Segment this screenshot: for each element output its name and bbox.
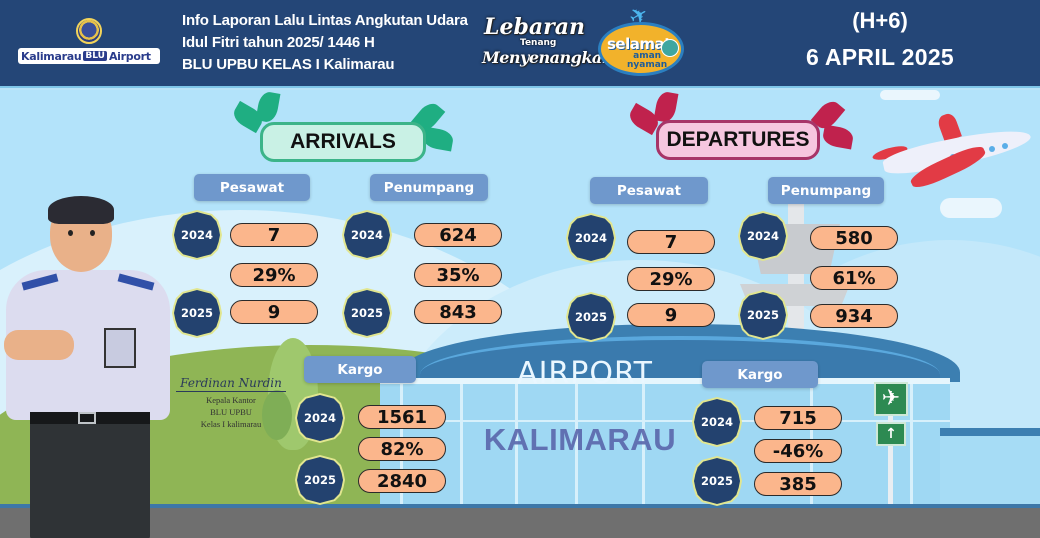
plane-window xyxy=(1002,143,1008,149)
arrivals-kargo-2024-value: 1561 xyxy=(358,405,446,429)
menyenangkan-word: Menyenangkan xyxy=(482,48,613,67)
departures-kargo-year-2024: 2024 xyxy=(694,399,740,445)
airport-name-text: KALIMARAU xyxy=(483,422,677,457)
departures-kargo-change: -46% xyxy=(754,439,842,463)
departures-penumpang-year-2025: 2025 xyxy=(740,292,786,338)
arrivals-penumpang-2025-value: 843 xyxy=(414,300,502,324)
window-mullion xyxy=(515,384,518,512)
cloud-icon xyxy=(880,90,940,100)
departures-title: DEPARTURES xyxy=(656,120,820,160)
eye xyxy=(90,230,95,236)
window-mullion xyxy=(642,384,645,512)
pavement-edge xyxy=(0,504,1040,509)
day-label: (H+6) xyxy=(852,8,908,33)
logo-wordmark: Kalimarau BLU Airport xyxy=(18,48,160,64)
arrivals-pesawat-change: 29% xyxy=(230,263,318,287)
window-mullion xyxy=(910,384,913,512)
arrivals-penumpang-year-2024: 2024 xyxy=(344,212,390,258)
window-mullion xyxy=(575,384,578,512)
departures-kargo-year-2025: 2025 xyxy=(694,458,740,504)
eye xyxy=(68,230,73,236)
logo-unit: BLU xyxy=(83,51,107,61)
report-title-line-3: BLU UPBU KELAS I Kalimarau xyxy=(182,56,395,73)
departures-kargo-label: Kargo xyxy=(702,361,818,388)
arrivals-kargo-year-2025: 2025 xyxy=(297,457,343,503)
nyaman-word: nyaman xyxy=(627,60,668,70)
role-line: BLU UPBU xyxy=(210,407,252,417)
arrivals-kargo-change: 82% xyxy=(358,437,446,461)
report-date: 6 APRIL 2025 xyxy=(805,44,955,70)
window-band xyxy=(380,420,950,422)
officer-hair xyxy=(48,196,114,224)
signatory-role: Kepala Kantor BLU UPBU Kelas I kalimarau xyxy=(176,394,286,430)
report-title-line-1: Info Laporan Lalu Lintas Angkutan Udara xyxy=(182,12,468,29)
header-banner: Kalimarau BLU Airport Info Laporan Lalu … xyxy=(0,0,1040,88)
officer-belt xyxy=(30,412,150,424)
arrow-up-icon: ↑ xyxy=(876,422,906,446)
departures-kargo-2025-value: 385 xyxy=(754,472,842,496)
bush-icon xyxy=(262,390,292,440)
role-line: Kepala Kantor xyxy=(206,395,256,405)
seal-icon xyxy=(661,39,679,57)
road xyxy=(0,508,1040,538)
role-line: Kelas I kalimarau xyxy=(200,419,262,429)
arrivals-penumpang-2024-value: 624 xyxy=(414,223,502,247)
terminal-wing xyxy=(940,428,1040,508)
arrivals-pesawat-label: Pesawat xyxy=(194,174,310,201)
logo-suffix: Airport xyxy=(108,49,151,63)
departures-pesawat-2025-value: 9 xyxy=(627,303,715,327)
sign-pole xyxy=(888,390,893,508)
logo-name: Kalimarau xyxy=(21,49,82,63)
departures-penumpang-2025-value: 934 xyxy=(810,304,898,328)
aman-word: aman xyxy=(633,51,662,61)
airplane-icon: ✈ xyxy=(874,382,908,416)
window-mullion xyxy=(460,384,463,512)
arrivals-penumpang-label: Penumpang xyxy=(370,174,488,201)
departures-penumpang-year-2024: 2024 xyxy=(740,213,786,259)
kalimarau-blu-airport-logo: Kalimarau BLU Airport xyxy=(18,18,160,70)
airport-sign-text: AIRPORT xyxy=(517,356,653,391)
report-title-line-2: Idul Fitri tahun 2025/ 1446 H xyxy=(182,34,375,51)
arrivals-title: ARRIVALS xyxy=(260,122,426,162)
tenang-word: Tenang xyxy=(520,38,557,48)
departures-penumpang-change: 61% xyxy=(810,266,898,290)
plane-window xyxy=(989,146,995,152)
belt-buckle xyxy=(78,412,96,424)
arrivals-penumpang-year-2025: 2025 xyxy=(344,290,390,336)
officer-arm xyxy=(4,330,74,360)
cloud-icon xyxy=(940,198,1002,218)
departures-kargo-2024-value: 715 xyxy=(754,406,842,430)
airplane-illustration xyxy=(868,111,1038,202)
selamat-aman-nyaman-logo: selamat aman nyaman xyxy=(598,22,684,76)
selamat-word: selamat xyxy=(607,35,671,53)
aman-nyaman-words: aman nyaman xyxy=(627,52,667,70)
departures-pesawat-label: Pesawat xyxy=(590,177,708,204)
arrivals-penumpang-change: 35% xyxy=(414,263,502,287)
terminal-building xyxy=(380,378,950,512)
ministry-emblem-icon xyxy=(76,18,102,44)
departures-pesawat-year-2025: 2025 xyxy=(568,294,614,340)
lebaran-campaign-logo: Lebaran Tenang Menyenangkan xyxy=(480,12,613,80)
lebaran-word: Lebaran xyxy=(484,14,585,40)
officer-illustration xyxy=(0,196,180,538)
arrivals-pesawat-2024-value: 7 xyxy=(230,223,318,247)
arrivals-pesawat-year-2025: 2025 xyxy=(174,290,220,336)
departures-pesawat-change: 29% xyxy=(627,267,715,291)
departures-penumpang-2024-value: 580 xyxy=(810,226,898,250)
arrivals-kargo-2025-value: 2840 xyxy=(358,469,446,493)
departures-pesawat-year-2024: 2024 xyxy=(568,215,614,261)
id-card xyxy=(104,328,136,368)
departures-pesawat-2024-value: 7 xyxy=(627,230,715,254)
departures-penumpang-label: Penumpang xyxy=(768,177,884,204)
signature-block: Ferdinan Nurdin Kepala Kantor BLU UPBU K… xyxy=(176,376,286,430)
arrivals-kargo-label: Kargo xyxy=(304,356,416,383)
officer-pants xyxy=(30,416,150,538)
arrivals-pesawat-year-2024: 2024 xyxy=(174,212,220,258)
signatory-name: Ferdinan Nurdin xyxy=(176,376,286,392)
arrivals-pesawat-2025-value: 9 xyxy=(230,300,318,324)
report-title: Info Laporan Lalu Lintas Angkutan Udara … xyxy=(182,10,468,76)
arrivals-kargo-year-2024: 2024 xyxy=(297,395,343,441)
